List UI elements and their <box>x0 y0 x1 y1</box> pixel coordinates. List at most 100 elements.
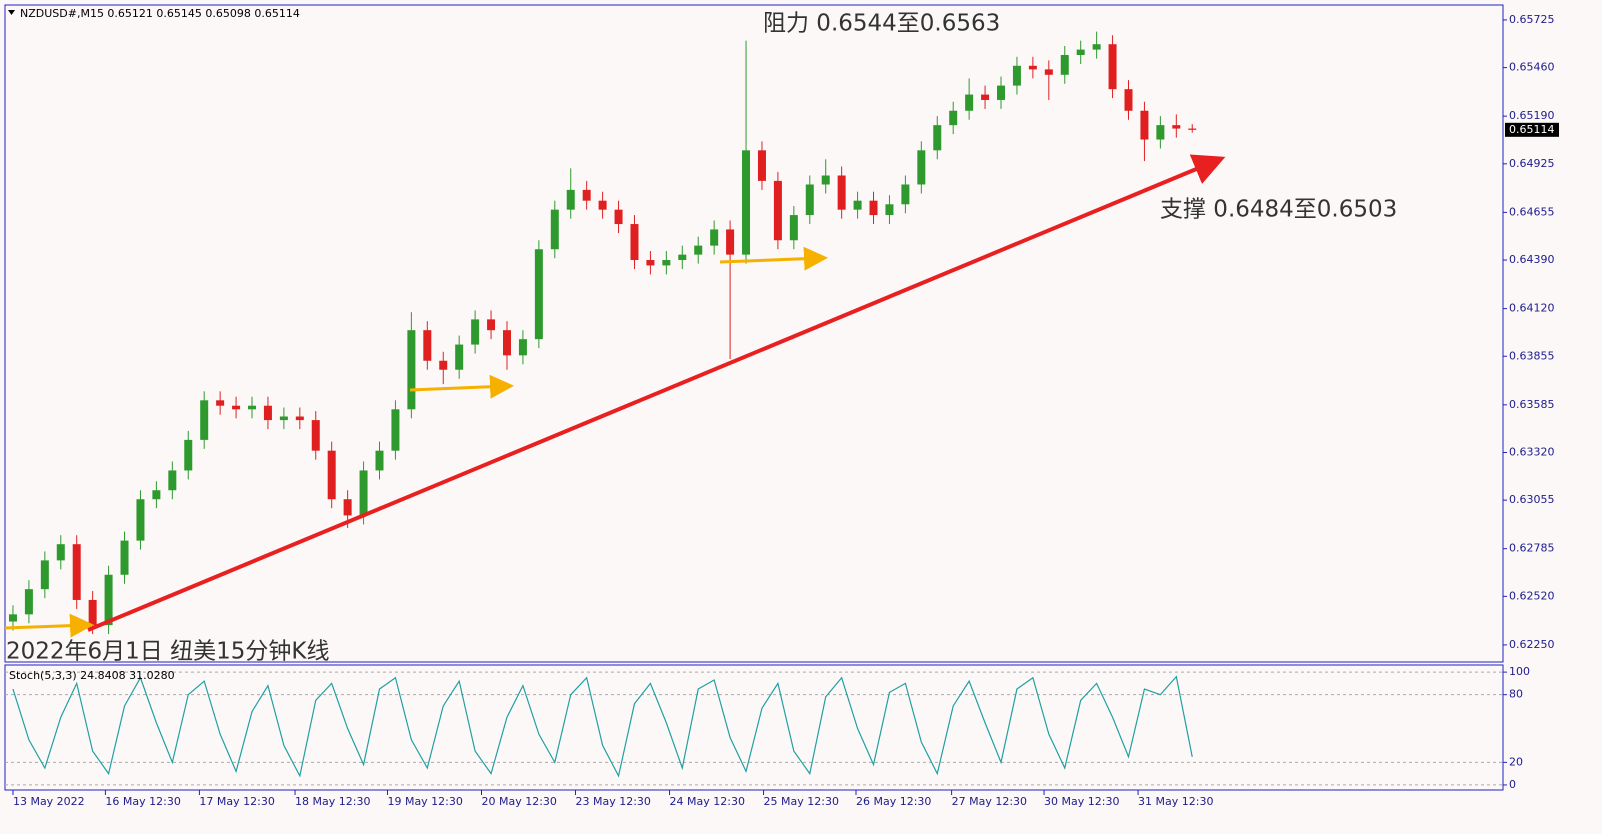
candle-body <box>40 560 49 590</box>
y-tick-label: 0.63320 <box>1509 445 1555 458</box>
candle-body <box>869 200 878 216</box>
y-tick-label: 80 <box>1509 688 1523 701</box>
candle-body <box>742 150 751 255</box>
x-tick-label: 25 May 12:30 <box>764 795 839 808</box>
x-tick-label: 26 May 12:30 <box>856 795 931 808</box>
candle-body <box>821 175 830 185</box>
candle-body <box>152 490 161 500</box>
candle-body <box>104 574 113 626</box>
candle-body <box>646 260 655 266</box>
x-tick-label: 19 May 12:30 <box>387 795 462 808</box>
candle-body <box>1012 65 1021 86</box>
candle-body <box>1140 110 1149 140</box>
arrow <box>719 246 828 271</box>
candle-body <box>232 405 241 410</box>
y-tick-label: 0.62785 <box>1509 542 1555 555</box>
candle-body <box>216 400 225 406</box>
candle-body <box>24 589 33 615</box>
candle-body <box>1092 44 1101 50</box>
candle-body <box>757 150 766 181</box>
candle-body <box>1172 125 1181 129</box>
annotation: 2022年6月1日 纽美15分钟K线 <box>6 639 329 665</box>
candle-body <box>471 319 480 345</box>
candle-body <box>789 215 798 241</box>
candle-body <box>184 439 193 471</box>
y-tick-label: 0.65190 <box>1509 109 1555 122</box>
y-tick-label: 0 <box>1509 778 1516 791</box>
x-tick-label: 16 May 12:30 <box>105 795 180 808</box>
candle-body <box>518 339 527 356</box>
candle-body <box>439 360 448 370</box>
trend-line <box>87 154 1226 632</box>
y-tick-label: 20 <box>1509 755 1523 768</box>
candle-body <box>773 180 782 241</box>
stoch-line <box>12 675 1193 778</box>
candle-body <box>1076 49 1085 55</box>
price-box <box>1505 122 1559 137</box>
candle-body <box>981 94 990 100</box>
y-tick-label: 0.64390 <box>1509 253 1555 266</box>
x-tick-label: 18 May 12:30 <box>295 795 370 808</box>
candle-body <box>263 405 272 421</box>
y-tick-label: 0.63585 <box>1509 398 1555 411</box>
candle-body <box>168 470 177 491</box>
y-tick-label: 0.65460 <box>1509 61 1555 74</box>
candle-body <box>550 209 559 250</box>
candle-body <box>965 94 974 111</box>
marks: 0.65725 0.65460 0.65190 0.64925 0.64655 0.643… <box>5 13 1559 808</box>
x-tick-label: 13 May 2022 <box>13 795 85 808</box>
candle-body <box>630 224 639 261</box>
annotation: 阻力 0.6544至0.6563 <box>763 11 1000 37</box>
header-icon <box>8 10 15 15</box>
main-panel <box>4 4 1504 663</box>
candle-body <box>837 175 846 210</box>
candle-body <box>997 85 1006 100</box>
x-tick-label: 30 May 12:30 <box>1044 795 1119 808</box>
candle-body <box>311 420 320 451</box>
price-label: 0.65114 <box>1509 123 1555 136</box>
candle-body <box>343 499 352 516</box>
x-tick-label: 24 May 12:30 <box>670 795 745 808</box>
y-tick-label: 100 <box>1509 665 1530 678</box>
candle-body <box>502 330 511 356</box>
x-tick-label: 31 May 12:30 <box>1138 795 1213 808</box>
candle-body <box>279 416 288 421</box>
candle-body <box>72 544 81 600</box>
x-tick-label: 17 May 12:30 <box>199 795 274 808</box>
candle-body <box>200 400 209 440</box>
candle-body <box>8 614 17 622</box>
candle-body <box>582 189 591 201</box>
candle-body <box>726 229 735 255</box>
candle-body <box>248 405 257 410</box>
candle-body <box>598 200 607 210</box>
candle-body <box>710 229 719 246</box>
x-tick-label: 20 May 12:30 <box>481 795 556 808</box>
candle-body <box>678 254 687 261</box>
candle-body <box>949 110 958 126</box>
candle-body <box>694 245 703 255</box>
candle-body <box>56 544 65 561</box>
candle-body <box>1028 65 1037 70</box>
candle-body <box>423 330 432 361</box>
y-tick-label: 0.62250 <box>1509 638 1555 651</box>
candle-body <box>662 260 671 266</box>
candle-body <box>1044 69 1053 75</box>
y-tick-label: 0.63855 <box>1509 349 1555 362</box>
candle-body <box>136 499 145 541</box>
stoch-panel <box>4 664 1504 791</box>
candle-body <box>853 200 862 210</box>
y-tick-label: 0.63055 <box>1509 493 1555 506</box>
candle-body <box>295 416 304 421</box>
candle-body <box>534 249 543 340</box>
candle-body <box>359 470 368 516</box>
candle-body <box>487 319 496 331</box>
arrow <box>4 613 94 638</box>
candle-body <box>901 184 910 205</box>
candle-body <box>1156 125 1165 140</box>
candle-body <box>1060 54 1069 75</box>
candle-body <box>805 184 814 216</box>
y-tick-label: 0.65725 <box>1509 13 1555 26</box>
candle-body <box>614 209 623 225</box>
